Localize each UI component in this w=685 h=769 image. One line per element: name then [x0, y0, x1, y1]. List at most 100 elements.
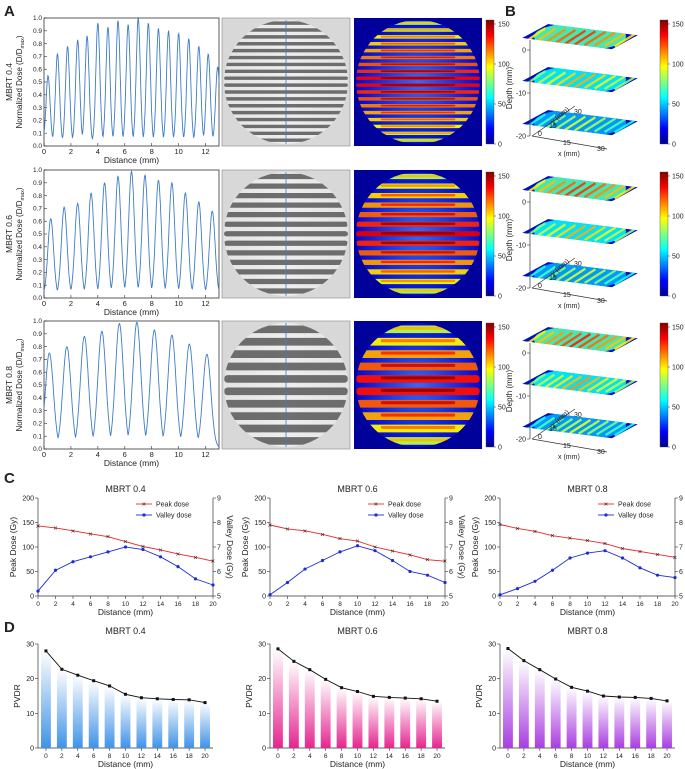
chart-title: MBRT 0.6 — [337, 626, 377, 636]
peak-point: × — [285, 524, 289, 533]
y-tick-label: 30 — [574, 109, 582, 116]
x-tick-label: 15 — [563, 292, 571, 299]
slice-stripe — [550, 374, 574, 391]
plot-frame — [43, 320, 220, 450]
valley-point — [443, 580, 447, 585]
slice-stripe — [595, 420, 619, 436]
slice-stripe — [595, 334, 619, 350]
pvdr-point — [139, 696, 143, 700]
x-tick-label: 14 — [154, 753, 162, 760]
slice-stripe — [593, 269, 617, 285]
x-tick-label: 16 — [170, 753, 178, 760]
valley-point — [390, 558, 395, 563]
x-axis-label: x (mm) — [558, 151, 580, 158]
peak-point: × — [515, 524, 519, 533]
x-tick-label: 6 — [554, 753, 558, 760]
x-tick-label: 0 — [268, 601, 272, 608]
heatmap-disk — [356, 172, 480, 296]
colorbar-tick-label: 100 — [672, 62, 684, 69]
x-tick-label: 4 — [96, 450, 100, 459]
pvdr-point — [506, 647, 510, 651]
depth-tick-label: 0 — [522, 200, 526, 207]
x-tick-label: 18 — [418, 753, 426, 760]
heatmap-stripe-core — [380, 425, 456, 430]
heatmap-stripe-core — [380, 35, 456, 38]
y-tick-label: 20 — [258, 676, 266, 683]
heatmap-stripe-core — [380, 63, 456, 66]
pvdr-point — [435, 699, 439, 703]
colorbar-tick-label: 150 — [498, 174, 510, 181]
slice-stripe — [543, 28, 567, 45]
heatmap-stripe-core — [380, 339, 456, 343]
x-tick-label: 2 — [69, 147, 73, 156]
valley-point — [620, 556, 625, 560]
peak-point: × — [141, 542, 145, 551]
slice-stripe — [614, 32, 636, 48]
slice-stripe — [563, 115, 587, 132]
x-tick-label: 2 — [292, 753, 296, 760]
slice-stripe — [563, 181, 587, 198]
row-label: MBRT 0.6 — [4, 215, 14, 253]
valley-point — [603, 549, 607, 553]
pvdr-point — [171, 697, 175, 701]
slice-stripe — [614, 184, 636, 200]
depth-slice — [522, 262, 638, 288]
x-tick-label: 4 — [76, 753, 80, 760]
pvdr-point — [92, 679, 96, 683]
y2-axis-label: Valley Dose (Gy) — [457, 515, 467, 579]
peak-point: × — [53, 523, 57, 532]
pvdr-bar — [88, 680, 99, 748]
x-tick-label: 6 — [321, 601, 325, 608]
heatmap-stripe-core — [380, 203, 456, 206]
valley-point — [425, 573, 430, 577]
slice-stripe — [563, 29, 587, 46]
x-tick-label: 18 — [424, 601, 432, 608]
pvdr-bar — [288, 661, 299, 748]
pvdr-point — [308, 668, 312, 672]
x-tick-label: 0 — [506, 753, 510, 760]
heatmap-stripe-core — [380, 279, 456, 283]
legend-label: Valley dose — [618, 513, 654, 520]
x-tick-label: 2 — [60, 753, 64, 760]
y2-tick-label: 5 — [449, 594, 453, 601]
heatmap-stripe-core — [380, 326, 456, 330]
pvdr-point — [187, 698, 191, 702]
y2-tick-label: 5 — [217, 594, 221, 601]
x-axis-label: Distance (mm) — [104, 307, 159, 317]
y-tick-label: 0.1 — [33, 433, 42, 440]
x-tick-label: 12 — [370, 753, 378, 760]
valley-point — [533, 579, 537, 583]
pvdr-point — [356, 689, 359, 693]
x-tick-label: 8 — [338, 601, 342, 608]
valley-point — [673, 576, 677, 580]
y-tick-label: 15 — [549, 275, 557, 282]
y-tick-label: 30 — [574, 261, 582, 268]
y-tick-label: 0.3 — [33, 257, 42, 264]
y-tick-label: 0.0 — [33, 295, 42, 302]
y2-tick-label: 9 — [679, 496, 683, 503]
depth-axis-label: Depth (mm) — [505, 370, 514, 413]
pvdr-bar — [336, 687, 347, 748]
x-tick-label: 12 — [201, 450, 209, 459]
series-line-peak — [269, 524, 446, 562]
y-axis-label-close: ) — [15, 35, 24, 38]
panel-letter-b: B — [505, 3, 516, 20]
slice-stripe — [614, 75, 636, 91]
x-tick-label: 6 — [92, 753, 96, 760]
colorbar-tick-label: 50 — [498, 405, 506, 412]
pvdr-point — [538, 668, 542, 672]
pvdr-point — [601, 694, 605, 698]
y-tick-label: 0.8 — [33, 193, 42, 200]
x-tick-label: 15 — [563, 140, 571, 147]
colorbar-tick-label: 50 — [672, 102, 680, 109]
slice-stripe — [614, 270, 636, 286]
pvdr-bar — [503, 648, 513, 748]
y-tick-label: 0 — [538, 131, 542, 138]
slice-stripe — [563, 267, 587, 284]
colorbar — [485, 171, 495, 297]
peak-point: × — [443, 557, 447, 566]
y-tick-label: 30 — [26, 642, 34, 649]
pvdr-point — [665, 699, 669, 703]
colorbar-tick-label: 150 — [672, 174, 684, 181]
y2-tick-label: 6 — [217, 569, 221, 576]
